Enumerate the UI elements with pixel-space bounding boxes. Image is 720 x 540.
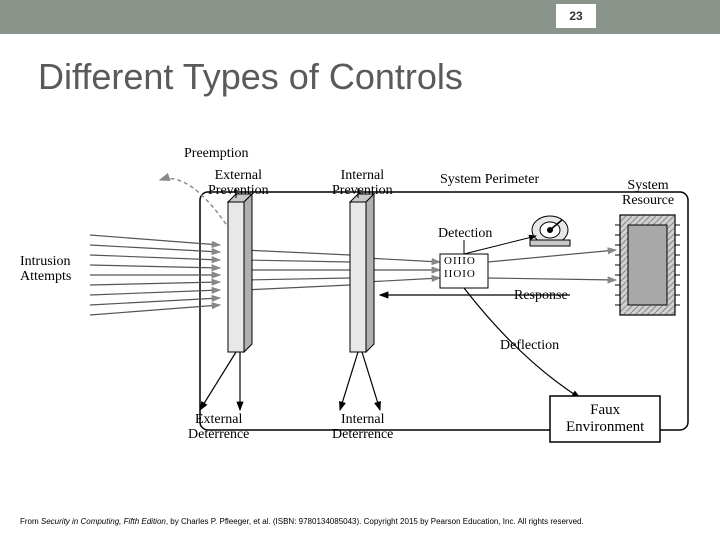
controls-diagram: Preemption System Perimeter ExternalPrev… — [20, 150, 700, 450]
internal-prevention-label: InternalPrevention — [332, 168, 393, 199]
preemption-label: Preemption — [184, 146, 249, 162]
faux-environment-label: FauxEnvironment — [566, 402, 644, 435]
internal-deterrence-label: InternalDeterrence — [332, 412, 393, 443]
external-deterrence-label: ExternalDeterrence — [188, 412, 249, 443]
external-prevention-label: ExternalPrevention — [208, 168, 269, 199]
detection-label: Detection — [438, 226, 492, 242]
intrusion-attempts-label: IntrusionAttempts — [20, 254, 71, 285]
response-alarm-icon — [530, 216, 570, 246]
oiiio-label: OIIIO — [444, 255, 476, 267]
slide-title: Different Types of Controls — [38, 56, 463, 98]
response-label: Response — [514, 288, 568, 304]
page-number: 23 — [556, 4, 596, 28]
system-perimeter-label: System Perimeter — [440, 172, 539, 188]
iioio-label: IIOIO — [444, 268, 476, 280]
deflection-label: Deflection — [500, 338, 559, 354]
internal-prevention-barrier — [350, 194, 374, 352]
footer-citation: From Security in Computing, Fifth Editio… — [20, 517, 700, 526]
system-resource-icon — [615, 215, 680, 315]
external-prevention-barrier — [228, 194, 252, 352]
system-resource-label: SystemResource — [622, 178, 674, 209]
header-bar — [0, 0, 720, 34]
